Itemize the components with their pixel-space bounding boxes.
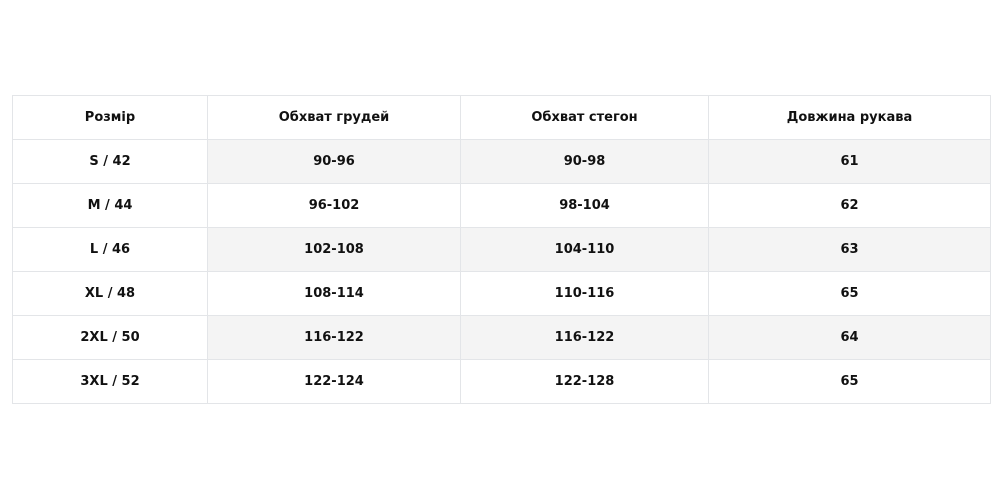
header-sleeve: Довжина рукава bbox=[708, 95, 991, 140]
size-cell: M / 44 bbox=[12, 183, 208, 228]
hips-cell: 116-122 bbox=[460, 315, 709, 360]
table-row: XL / 48 108-114 110-116 65 bbox=[12, 271, 991, 316]
sleeve-cell: 65 bbox=[708, 359, 991, 404]
header-row: Розмір Обхват грудей Обхват стегон Довжи… bbox=[12, 95, 991, 140]
chest-cell: 116-122 bbox=[207, 315, 461, 360]
hips-cell: 122-128 bbox=[460, 359, 709, 404]
header-chest: Обхват грудей bbox=[207, 95, 461, 140]
sleeve-cell: 62 bbox=[708, 183, 991, 228]
chest-cell: 96-102 bbox=[207, 183, 461, 228]
size-cell: XL / 48 bbox=[12, 271, 208, 316]
size-cell: L / 46 bbox=[12, 227, 208, 272]
size-cell: 3XL / 52 bbox=[12, 359, 208, 404]
sleeve-cell: 63 bbox=[708, 227, 991, 272]
table-row: L / 46 102-108 104-110 63 bbox=[12, 227, 991, 272]
chest-cell: 102-108 bbox=[207, 227, 461, 272]
hips-cell: 110-116 bbox=[460, 271, 709, 316]
size-chart-table: Розмір Обхват грудей Обхват стегон Довжи… bbox=[12, 95, 991, 404]
table-row: 2XL / 50 116-122 116-122 64 bbox=[12, 315, 991, 360]
sleeve-cell: 61 bbox=[708, 139, 991, 184]
hips-cell: 90-98 bbox=[460, 139, 709, 184]
chest-cell: 122-124 bbox=[207, 359, 461, 404]
table-row: 3XL / 52 122-124 122-128 65 bbox=[12, 359, 991, 404]
header-hips: Обхват стегон bbox=[460, 95, 709, 140]
header-size: Розмір bbox=[12, 95, 208, 140]
table-row: M / 44 96-102 98-104 62 bbox=[12, 183, 991, 228]
sleeve-cell: 65 bbox=[708, 271, 991, 316]
chest-cell: 108-114 bbox=[207, 271, 461, 316]
chest-cell: 90-96 bbox=[207, 139, 461, 184]
hips-cell: 104-110 bbox=[460, 227, 709, 272]
size-cell: 2XL / 50 bbox=[12, 315, 208, 360]
hips-cell: 98-104 bbox=[460, 183, 709, 228]
size-cell: S / 42 bbox=[12, 139, 208, 184]
table-row: S / 42 90-96 90-98 61 bbox=[12, 139, 991, 184]
sleeve-cell: 64 bbox=[708, 315, 991, 360]
